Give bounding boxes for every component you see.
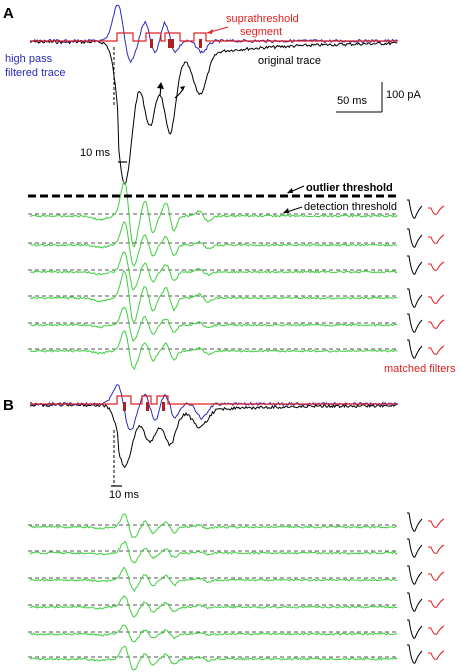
event-tick (171, 39, 174, 48)
panel-a-filtered-traces (28, 181, 398, 371)
panel-b-matched-filters (407, 512, 445, 664)
panel-a-matched-filters (407, 199, 445, 359)
label-matched-filters: matched filters (384, 363, 456, 375)
filtered-trace (30, 306, 398, 343)
matched-filter-black (407, 228, 423, 248)
event-ticks-b (123, 402, 165, 411)
scale-label-time: 50 ms (337, 95, 367, 107)
filtered-trace (29, 540, 398, 564)
matched-filter-black (407, 288, 423, 308)
suprathreshold-segment-b (30, 395, 398, 405)
matched-filter-red (428, 625, 445, 635)
arrowhead-2 (180, 86, 185, 91)
matched-filter-black (407, 644, 423, 664)
filtered-trace (29, 270, 398, 323)
label-high-pass-1: high pass (5, 53, 53, 65)
matched-filter-red (428, 294, 445, 304)
high-pass-trace-b (30, 384, 398, 431)
matched-filter-black (407, 339, 423, 359)
panel-label-a: A (3, 5, 14, 22)
matched-filter-red (428, 261, 445, 271)
matched-filter-black (407, 255, 423, 275)
matched-filter-red (428, 518, 445, 528)
arrow-2 (174, 88, 184, 99)
outlier-arrowhead (287, 188, 293, 193)
matched-filter-red (428, 544, 445, 554)
matched-filter-black (407, 199, 423, 219)
filtered-trace (29, 181, 398, 248)
matched-filter-red (428, 571, 445, 581)
panel-b-filtered-traces (28, 513, 398, 671)
label-detection-threshold: detection threshold (304, 201, 397, 213)
arrowhead-1 (157, 82, 164, 89)
event-tick (162, 402, 165, 411)
panel-label-b: B (3, 397, 14, 414)
label-window-a: 10 ms (80, 147, 110, 159)
matched-filter-red (428, 234, 445, 244)
event-tick (150, 39, 153, 48)
filtered-trace (29, 251, 398, 291)
panel-b-traces (29, 384, 398, 487)
matched-filter-red (428, 345, 445, 355)
filtered-trace (29, 513, 398, 538)
high-pass-trace (29, 4, 398, 64)
filtered-trace (29, 221, 398, 267)
suprathreshold-segment (30, 32, 398, 42)
original-trace-b (29, 402, 398, 469)
matched-filter-black (407, 313, 423, 333)
matched-filter-black (407, 592, 423, 612)
matched-filter-black (407, 512, 423, 532)
original-trace (29, 39, 398, 185)
filtered-trace (29, 624, 398, 643)
event-tick (199, 39, 202, 48)
matched-filter-red (428, 205, 445, 215)
filtered-trace (29, 566, 398, 592)
label-outlier-threshold: outlier threshold (306, 182, 393, 194)
matched-filter-red (428, 319, 445, 329)
label-window-b: 10 ms (109, 489, 139, 501)
scale-label-amp: 100 pA (386, 89, 422, 101)
event-ticks (150, 39, 202, 48)
event-tick (146, 402, 149, 411)
label-high-pass-2: filtered trace (5, 67, 66, 79)
detection-arrowhead (283, 208, 289, 213)
matched-filter-red (428, 650, 445, 660)
matched-filter-black (407, 565, 423, 585)
filtered-trace (29, 329, 398, 371)
label-suprathreshold-2: segment (240, 26, 282, 38)
matched-filter-black (407, 619, 423, 639)
label-original-trace: original trace (258, 55, 321, 67)
matched-filter-black (407, 538, 423, 558)
event-tick (123, 402, 126, 411)
event-tick (168, 39, 171, 48)
suprathreshold-arrowhead (207, 29, 213, 34)
filtered-trace (29, 645, 398, 671)
filtered-trace (29, 595, 398, 618)
panel-a-traces (29, 4, 398, 185)
matched-filter-red (428, 598, 445, 608)
label-suprathreshold-1: suprathreshold (226, 13, 299, 25)
